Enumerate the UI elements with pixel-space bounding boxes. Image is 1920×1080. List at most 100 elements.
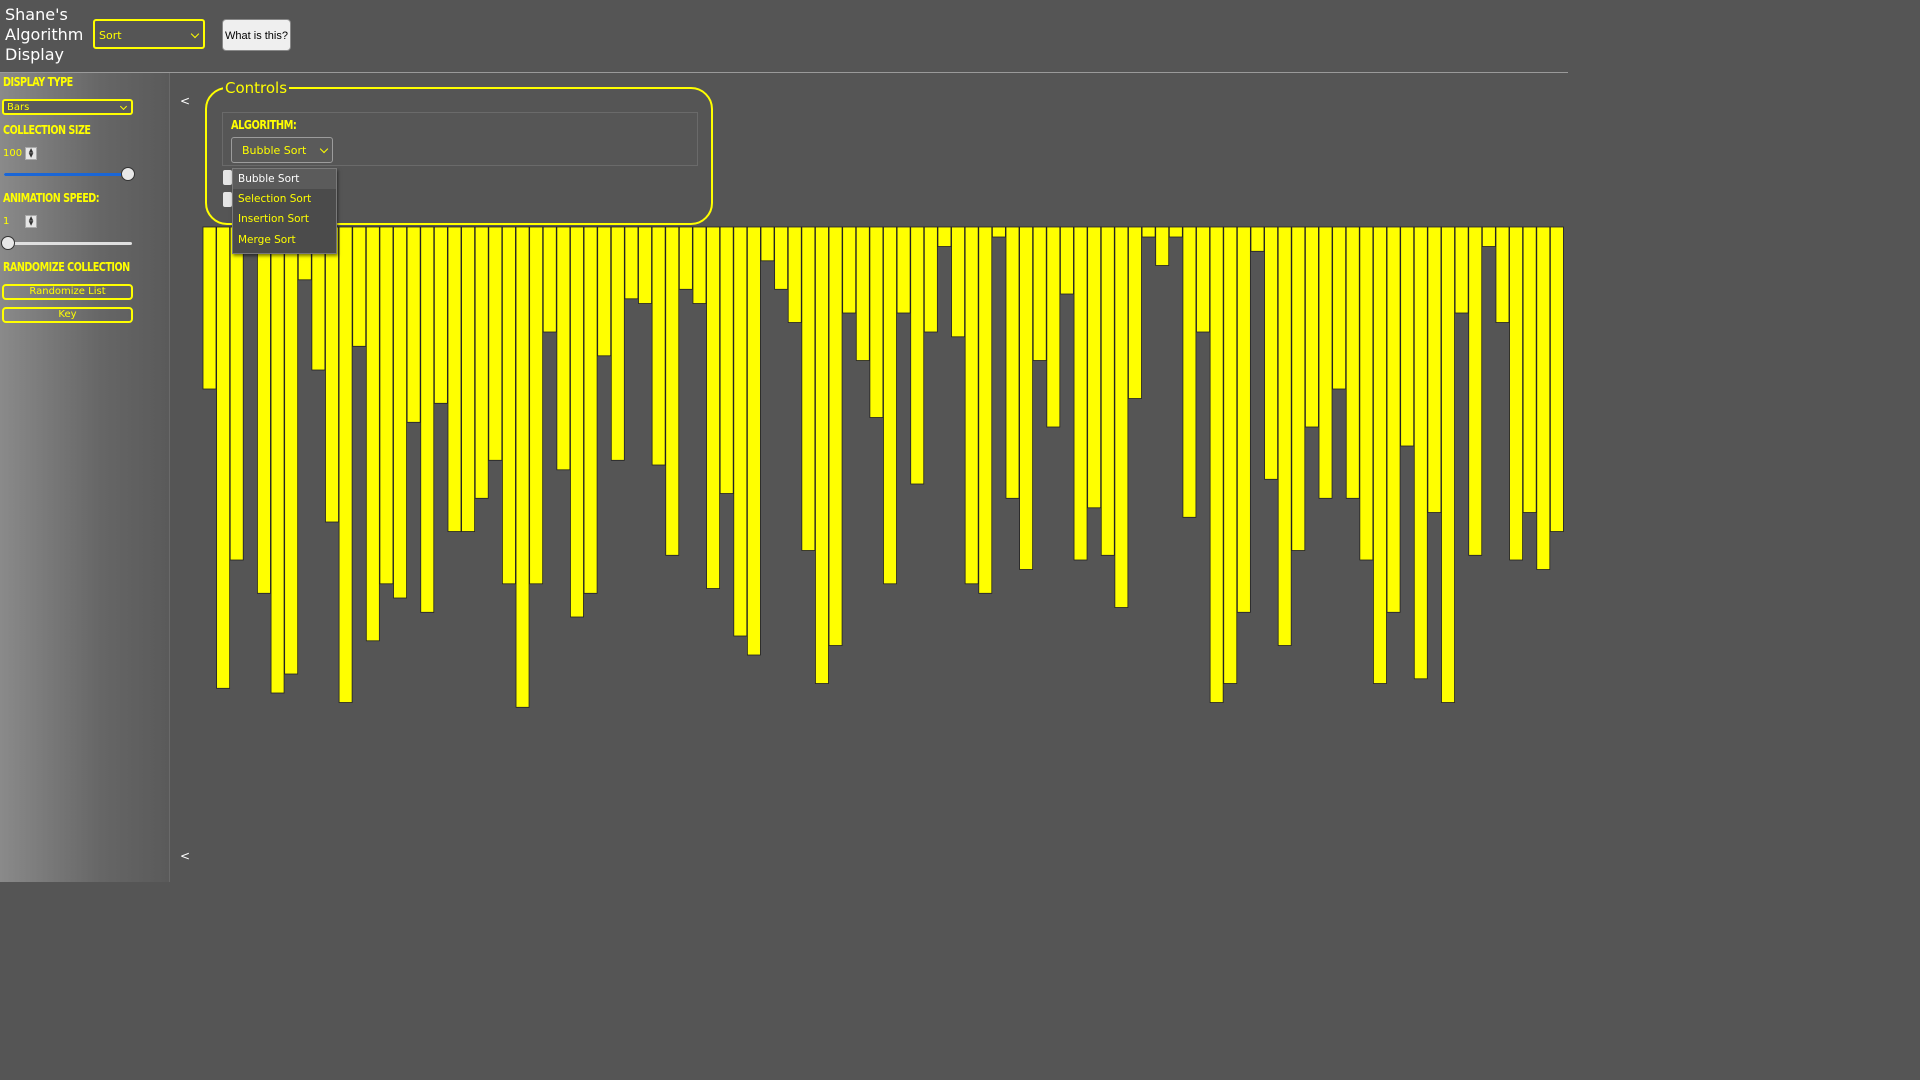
bar — [815, 226, 829, 684]
bar — [665, 226, 680, 556]
bar — [529, 226, 544, 585]
bar — [216, 226, 231, 689]
bar — [1305, 226, 1319, 428]
bar — [420, 226, 435, 613]
bar — [638, 226, 652, 304]
algorithm-dropdown: Bubble Sort Selection Sort Insertion Sor… — [232, 168, 337, 254]
bar — [1277, 226, 1292, 646]
animation-speed-slider[interactable] — [4, 242, 132, 245]
mode-select-value: Sort — [99, 29, 122, 42]
chevron-down-icon — [119, 102, 128, 111]
bar — [706, 226, 720, 589]
bar — [855, 226, 870, 361]
bar — [1427, 226, 1442, 513]
bar — [991, 226, 1006, 238]
dropdown-option-merge-sort[interactable]: Merge Sort — [238, 234, 296, 246]
bar — [1468, 226, 1483, 556]
bar — [1264, 226, 1278, 480]
control-button-2[interactable] — [223, 192, 232, 207]
collection-size-slider[interactable] — [4, 173, 132, 176]
bar — [801, 226, 816, 551]
animation-speed-slider-handle[interactable] — [1, 236, 15, 250]
collection-size-slider-handle[interactable] — [121, 167, 135, 181]
bar — [869, 226, 884, 418]
bar — [692, 226, 707, 304]
bar — [651, 226, 666, 466]
bar — [515, 226, 530, 708]
bar — [406, 226, 421, 423]
sidebar: DISPLAY TYPE Bars COLLECTION SIZE 100 ▲ ▼… — [0, 73, 170, 882]
mode-select[interactable]: Sort — [93, 19, 205, 49]
display-type-value: Bars — [7, 102, 30, 113]
animation-speed-stepper[interactable]: ▲ ▼ — [25, 215, 37, 228]
bar — [624, 226, 639, 300]
bar — [1060, 226, 1074, 295]
collection-size-slider-fill — [4, 173, 132, 176]
bar — [474, 226, 489, 499]
bar — [597, 226, 612, 357]
bar — [978, 226, 993, 594]
bar — [1046, 226, 1061, 428]
bar — [910, 226, 925, 485]
bar — [433, 226, 448, 404]
bar — [284, 226, 299, 675]
display-type-select[interactable]: Bars — [2, 99, 133, 115]
dropdown-option-bubble-sort[interactable]: Bubble Sort — [233, 169, 336, 189]
randomize-list-button[interactable]: Randomize List — [2, 284, 133, 300]
bar — [461, 226, 475, 532]
randomize-heading: RANDOMIZE COLLECTION — [3, 260, 130, 274]
bar — [1386, 226, 1401, 613]
bar — [1481, 226, 1496, 247]
bar — [1332, 226, 1347, 390]
bar — [774, 226, 789, 290]
dropdown-option-selection-sort[interactable]: Selection Sort — [238, 193, 312, 205]
animation-speed-input[interactable]: 1 — [3, 216, 10, 227]
bar — [447, 226, 462, 532]
bar — [1318, 226, 1333, 499]
bar — [1209, 226, 1224, 703]
bar — [1223, 226, 1238, 684]
bar — [1495, 226, 1510, 323]
bar — [1373, 226, 1387, 684]
bar — [1196, 226, 1210, 333]
bar — [1250, 226, 1265, 252]
collection-size-heading: COLLECTION SIZE — [3, 123, 91, 137]
algorithm-select[interactable]: Bubble Sort — [231, 137, 333, 163]
key-button[interactable]: Key — [2, 307, 133, 323]
what-is-this-button[interactable]: What is this? — [222, 19, 291, 51]
bar — [338, 226, 353, 703]
bar — [678, 226, 693, 290]
bar — [1073, 226, 1088, 561]
chevron-down-icon — [319, 144, 329, 154]
bar — [1413, 226, 1428, 680]
bar — [556, 226, 571, 471]
bar — [1236, 226, 1251, 613]
bar — [542, 226, 557, 333]
top-bar: Shane's Algorithm Display Sort What is t… — [0, 0, 1568, 73]
controls-panel — [205, 87, 713, 225]
bar — [583, 226, 598, 594]
collection-size-stepper[interactable]: ▲ ▼ — [25, 147, 37, 160]
bar — [502, 226, 516, 585]
bar — [1168, 226, 1183, 238]
dropdown-option-insertion-sort[interactable]: Insertion Sort — [238, 213, 309, 225]
bar — [747, 226, 761, 656]
bar — [1359, 226, 1374, 561]
algorithm-select-value: Bubble Sort — [242, 144, 307, 157]
bar — [733, 226, 748, 637]
bar — [1509, 226, 1523, 561]
control-button-1[interactable] — [223, 170, 232, 185]
bar — [379, 226, 394, 585]
bar — [842, 226, 857, 314]
algorithm-heading: ALGORITHM: — [231, 118, 297, 132]
bar — [1019, 226, 1034, 570]
bar — [964, 226, 979, 585]
collapse-arrow-bottom[interactable]: < — [180, 849, 191, 863]
bar — [1032, 226, 1047, 361]
bar — [1522, 226, 1537, 513]
bar — [1005, 226, 1020, 499]
bar — [760, 226, 775, 262]
collapse-arrow-top[interactable]: < — [180, 94, 191, 108]
chevron-down-icon — [190, 29, 200, 39]
collection-size-input[interactable]: 100 — [3, 148, 23, 159]
